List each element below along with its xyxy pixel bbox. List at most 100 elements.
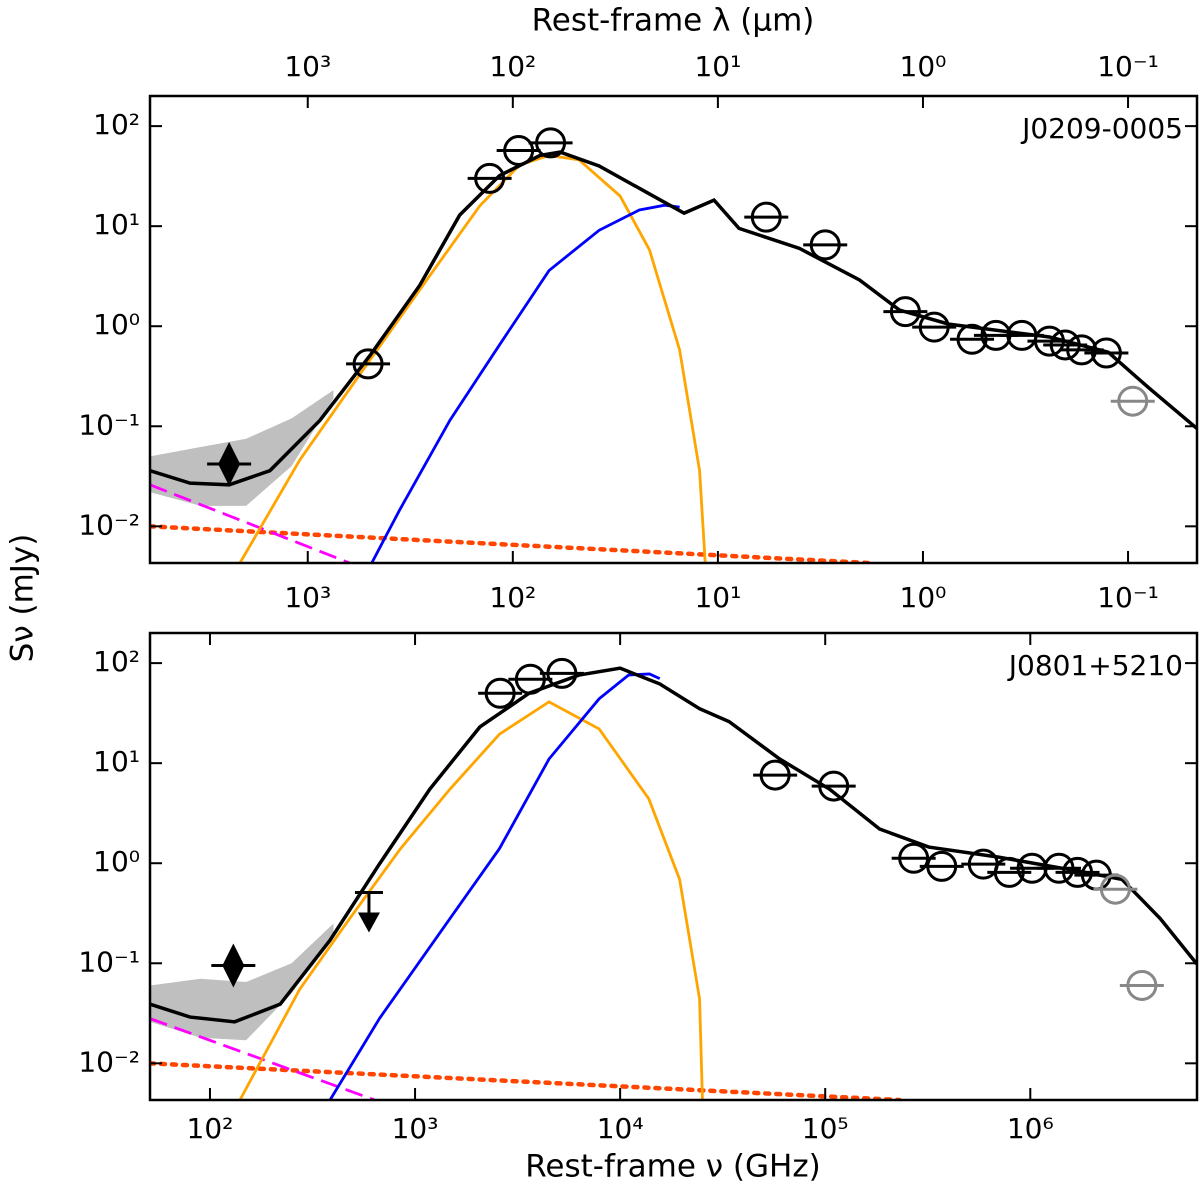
data-point <box>891 842 936 874</box>
y-tick-label: 10⁰ <box>93 845 140 878</box>
model-curve <box>238 700 704 1100</box>
marker <box>1066 334 1098 366</box>
x2-tick-label: 10³ <box>284 50 331 83</box>
data-point <box>1093 873 1138 905</box>
data-point <box>744 201 789 233</box>
marker <box>218 441 241 486</box>
x-tick-label: 10² <box>187 1112 234 1145</box>
marker <box>1062 856 1094 888</box>
marker <box>818 770 850 802</box>
marker <box>993 856 1025 888</box>
data-point <box>528 127 573 159</box>
x-tick-label: 10⁵ <box>802 1112 849 1145</box>
x2-tick-label: 10³ <box>284 581 331 614</box>
uncertainty-band <box>150 390 334 506</box>
data-point <box>1055 856 1100 888</box>
marker <box>1099 873 1131 905</box>
data-point <box>987 856 1032 888</box>
marker <box>514 663 546 695</box>
data-point <box>1059 334 1104 366</box>
x2-tick-label: 10¹ <box>694 581 741 614</box>
marker <box>1033 325 1065 357</box>
y-tick-label: 10² <box>93 108 140 141</box>
marker <box>546 657 578 689</box>
limit-arrow <box>357 912 380 933</box>
data-point <box>1036 852 1081 884</box>
panel-title: J0801+5210 <box>1007 649 1183 682</box>
data-point <box>803 229 848 261</box>
x-tick-label: 10⁴ <box>597 1112 644 1145</box>
data-point <box>207 441 252 486</box>
data-point <box>912 311 957 343</box>
y-tick-label: 10⁰ <box>93 308 140 341</box>
y-tick-label: 10⁻² <box>78 508 140 541</box>
marker <box>503 135 535 167</box>
y-tick-label: 10⁻¹ <box>78 945 140 978</box>
marker <box>1117 385 1149 417</box>
data-point <box>354 890 383 933</box>
data-point <box>1110 385 1155 417</box>
model-curve <box>328 672 661 1100</box>
model-curve <box>150 524 872 563</box>
y-tick-label: 10⁻² <box>78 1045 140 1078</box>
data-point <box>950 323 995 355</box>
model-curve <box>150 1061 902 1100</box>
plot-frame <box>148 631 1199 1102</box>
data-point <box>508 663 553 695</box>
data-point <box>811 770 856 802</box>
x2-tick-label: 10² <box>489 50 536 83</box>
x2-tick-label: 10⁻¹ <box>1097 581 1159 614</box>
marker <box>1049 329 1081 361</box>
x-axis-label: Rest-frame ν (GHz) <box>525 1149 820 1185</box>
marker <box>956 323 988 355</box>
model-curve <box>238 153 707 563</box>
data-point <box>1043 329 1088 361</box>
plot-area <box>150 150 1197 563</box>
y-axis-label: Sν (mJy) <box>5 534 41 663</box>
uncertainty-band <box>150 923 334 1041</box>
marker <box>918 311 950 343</box>
marker <box>926 850 958 882</box>
marker <box>898 842 930 874</box>
data-point <box>346 348 391 380</box>
model-curve <box>150 150 1197 487</box>
data-point <box>467 162 512 194</box>
data-point <box>539 657 584 689</box>
model-curve <box>150 483 351 563</box>
y-tick-label: 10¹ <box>93 745 140 778</box>
x2-tick-label: 10⁻¹ <box>1097 50 1159 83</box>
marker <box>759 759 791 791</box>
marker <box>352 348 384 380</box>
y-tick-label: 10¹ <box>93 208 140 241</box>
marker <box>222 943 245 988</box>
data-point <box>496 135 541 167</box>
data-point <box>1084 337 1129 369</box>
y-tick-label: 10⁻¹ <box>78 408 140 441</box>
data-point <box>919 850 964 882</box>
x2-tick-label: 10⁰ <box>900 50 947 83</box>
marker <box>1126 969 1158 1001</box>
data-point <box>211 943 256 988</box>
marker <box>1090 337 1122 369</box>
data-point <box>883 296 928 328</box>
marker <box>889 296 921 328</box>
marker <box>484 677 516 709</box>
plot-area <box>150 666 1197 1100</box>
marker <box>1043 852 1075 884</box>
data-point <box>1119 969 1164 1001</box>
data-point <box>753 759 798 791</box>
plot-frame <box>148 94 1199 565</box>
model-curve <box>370 203 680 563</box>
x-tick-label: 10³ <box>392 1112 439 1145</box>
x-tick-label: 10⁶ <box>1007 1112 1054 1145</box>
data-point <box>478 677 523 709</box>
data-point <box>1027 325 1072 357</box>
x2-tick-label: 10⁰ <box>900 581 947 614</box>
marker <box>535 127 567 159</box>
marker <box>474 162 506 194</box>
marker <box>750 201 782 233</box>
model-curve <box>150 666 1197 1024</box>
marker <box>809 229 841 261</box>
x2-tick-label: 10² <box>489 581 536 614</box>
